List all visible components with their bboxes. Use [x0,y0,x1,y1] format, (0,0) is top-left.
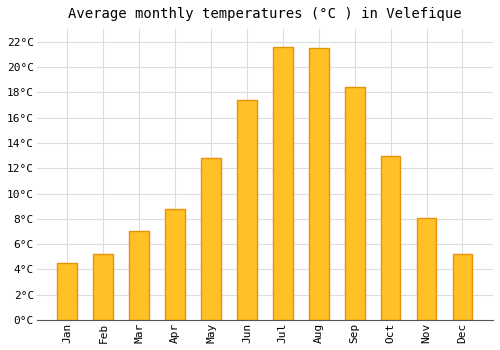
Title: Average monthly temperatures (°C ) in Velefique: Average monthly temperatures (°C ) in Ve… [68,7,462,21]
Bar [237,100,257,320]
Bar [309,48,328,320]
Bar [273,47,292,320]
Bar [345,87,364,320]
Bar [452,254,472,320]
Bar [201,158,221,320]
Bar [416,218,436,320]
Bar [380,155,400,320]
Bar [165,209,185,320]
Bar [94,254,113,320]
Bar [58,263,77,320]
Bar [130,231,149,320]
